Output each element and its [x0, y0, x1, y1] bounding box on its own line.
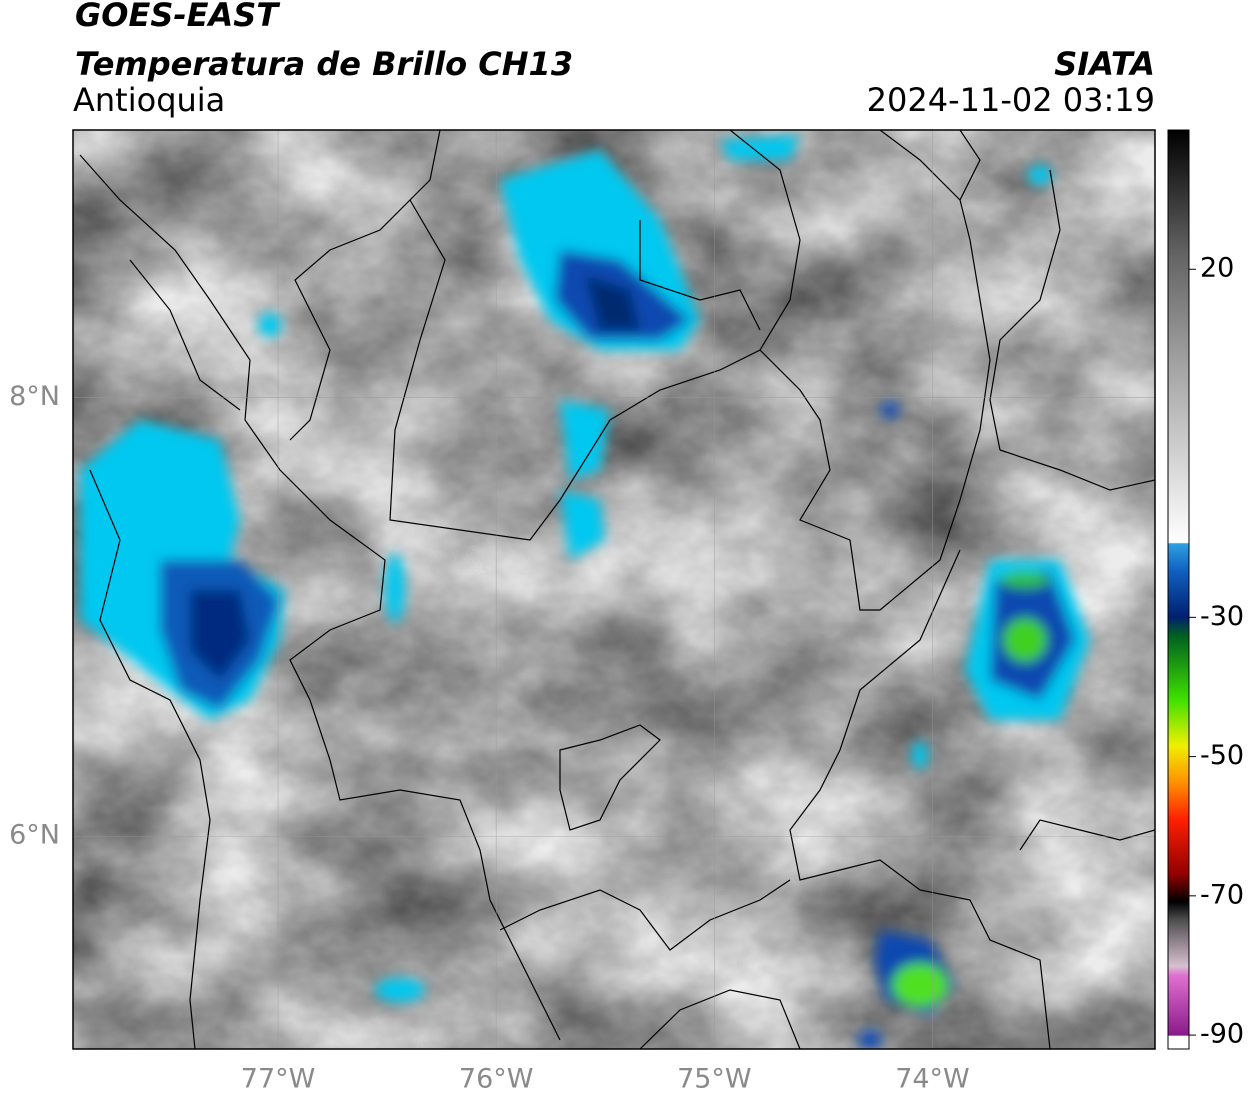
cold-tops: [80, 135, 1090, 1049]
source: SIATA: [1054, 45, 1155, 83]
lat-label: 6°N: [9, 820, 60, 851]
satellite-image: [73, 130, 1155, 1049]
datetime: 2024-11-02 03:19: [867, 81, 1155, 119]
map-frame: [72, 129, 1156, 1050]
lon-label: 74°W: [895, 1064, 970, 1095]
colorbar-label: -30: [1200, 601, 1244, 632]
colorbar-label: 20: [1200, 253, 1234, 284]
colorbar: [1167, 129, 1190, 1050]
lon-label: 77°W: [241, 1064, 316, 1095]
borders: [79, 130, 1155, 1049]
region: Antioquia: [73, 81, 225, 119]
colorbar-label: -70: [1200, 879, 1244, 910]
subtitle: Temperatura de Brillo CH13: [75, 45, 573, 83]
graticule: [73, 130, 1155, 1049]
lon-label: 76°W: [459, 1064, 534, 1095]
colorbar-label: -50: [1200, 740, 1244, 771]
lat-label: 8°N: [9, 381, 60, 412]
title: GOES-EAST: [75, 0, 280, 34]
colorbar-label: -90: [1200, 1019, 1244, 1050]
lon-label: 75°W: [677, 1064, 752, 1095]
